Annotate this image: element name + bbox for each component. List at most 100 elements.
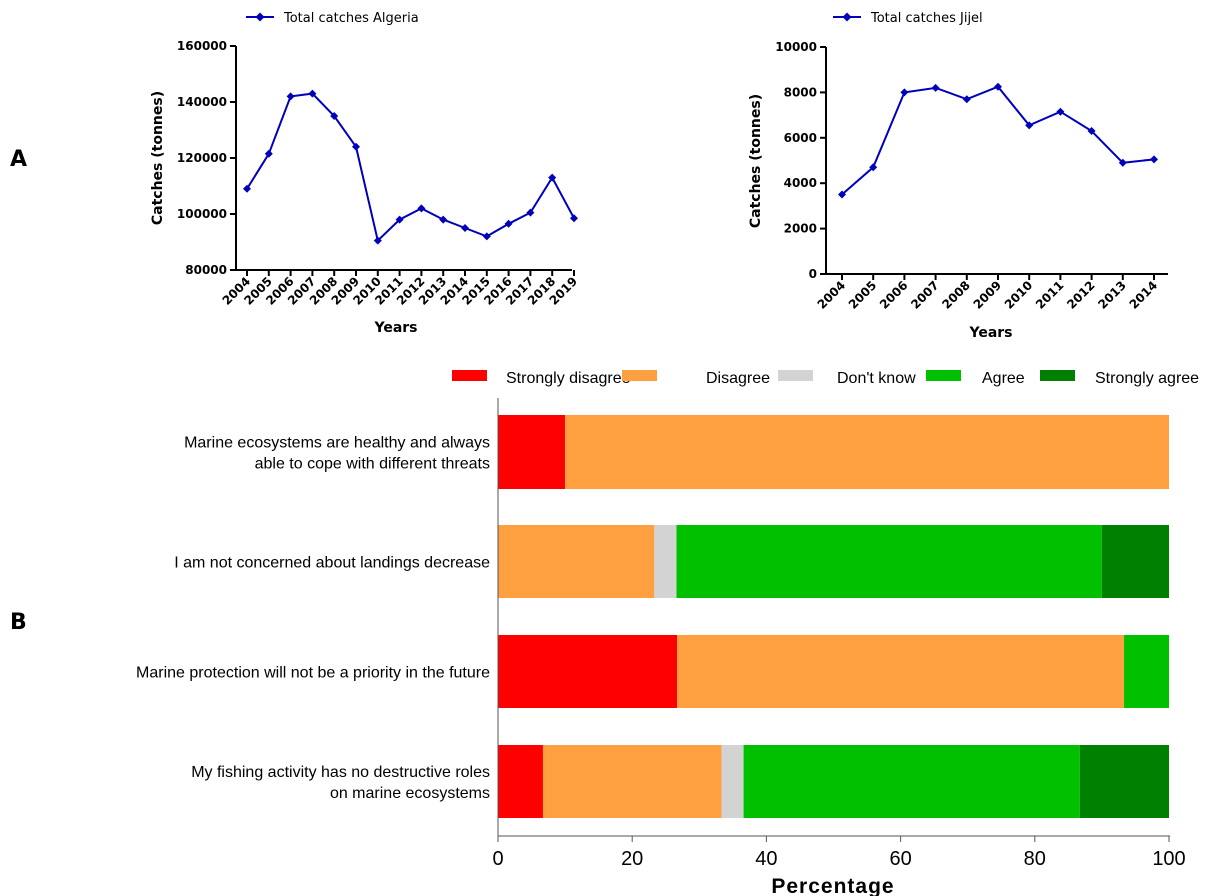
algeria-data-point (286, 92, 295, 101)
algeria-data-point (264, 149, 273, 158)
jijel-y-tick-label: 0 (809, 267, 817, 281)
jijel-x-tick-label: 2014 (1127, 278, 1161, 312)
jijel-legend-text: Total catches Jijel (870, 11, 983, 26)
jijel-y-tick-label: 8000 (784, 85, 817, 99)
jijel-x-tick-label: 2008 (939, 278, 973, 312)
jijel-y-tick-label: 2000 (784, 222, 817, 236)
bar-segment (743, 745, 1080, 818)
algeria-y-tick-label: 80000 (185, 263, 227, 277)
category-label: on marine ecosystems (330, 785, 490, 802)
algeria-data-point (570, 214, 578, 223)
legend-label: Agree (982, 370, 1025, 387)
jijel-data-point (1056, 107, 1065, 116)
algeria-series-line (246, 92, 575, 243)
algeria-data-point (439, 215, 448, 224)
jijel-x-tick-label: 2006 (877, 278, 911, 312)
algeria-data-point (308, 89, 317, 98)
legend-swatch-3 (778, 370, 813, 381)
bar-segment (542, 745, 722, 818)
legend-swatch-1 (452, 370, 487, 381)
jijel-x-tick-label: 2009 (971, 278, 1005, 312)
jijel-data-point (962, 95, 971, 104)
bar-segment (498, 635, 678, 708)
algeria-y-tick-label: 100000 (177, 207, 227, 221)
algeria-data-point (504, 219, 513, 228)
jijel-data-point (931, 83, 940, 92)
jijel-y-tick-label: 4000 (784, 176, 817, 190)
jijel-x-tick-label: 2005 (846, 278, 880, 312)
algeria-y-tick-label: 140000 (177, 95, 227, 109)
x-tick-label: 60 (889, 848, 911, 870)
jijel-data-point (838, 190, 846, 199)
jijel-y-tick-label: 6000 (784, 131, 817, 145)
jijel-x-tick-label: 2004 (815, 278, 849, 312)
bar-segment (654, 525, 677, 598)
bar-segment (498, 525, 655, 598)
jijel-x-tick-label: 2007 (908, 278, 942, 312)
panel-label-a: A (10, 147, 27, 172)
legend-swatch-2 (622, 370, 657, 381)
jijel-legend-marker (842, 12, 852, 22)
algeria-data-point (330, 112, 339, 120)
jijel-data-point (1025, 121, 1034, 130)
algeria-data-point (243, 184, 251, 193)
jijel-y-tick-label: 10000 (775, 40, 817, 54)
algeria-data-point (461, 224, 469, 232)
algeria-data-point (548, 173, 557, 182)
legend-label: Disagree (706, 370, 770, 387)
algeria-data-point (482, 232, 491, 241)
category-label: able to cope with different threats (255, 456, 490, 473)
jijel-x-axis-title: Years (968, 325, 1012, 341)
bar-segment (677, 635, 1125, 708)
algeria-y-tick-label: 120000 (177, 151, 227, 165)
chart-jijel: Total catches Jijel 0 2000 4000 6000 8000 1000… (748, 11, 1168, 341)
jijel-x-tick-label: 2013 (1095, 278, 1129, 312)
category-label: I am not concerned about landings decrea… (174, 555, 490, 572)
bar-segment (721, 745, 744, 818)
jijel-data-point (994, 82, 1002, 91)
category-label: My fishing activity has no destructive r… (191, 764, 490, 781)
algeria-legend-marker (255, 12, 265, 22)
jijel-series-line (841, 85, 1155, 196)
category-label: Marine protection will not be a priority… (136, 665, 490, 682)
legend-swatch-4 (926, 370, 961, 381)
jijel-data-point (869, 163, 878, 172)
bar-segment (676, 525, 1102, 598)
category-label: Marine ecosystems are healthy and always (184, 435, 490, 452)
panel-label-b: B (10, 610, 27, 635)
jijel-x-tick-label: 2010 (1002, 278, 1036, 312)
x-tick-label: 0 (492, 848, 503, 870)
bar-segment (1101, 525, 1169, 598)
x-tick-label: 40 (755, 848, 777, 870)
bar-segment (1079, 745, 1169, 818)
algeria-y-axis-title: Catches (tonnes) (150, 91, 166, 225)
chart-algeria: Total catches Algeria 80000 100000 120000 14… (150, 11, 580, 336)
jijel-data-point (1118, 158, 1127, 167)
jijel-y-axis-title: Catches (tonnes) (748, 94, 764, 228)
algeria-data-point (395, 215, 404, 224)
bar-segment (565, 415, 1169, 489)
bar-segment (1124, 635, 1169, 708)
jijel-data-point (1150, 155, 1158, 164)
x-tick-label: 20 (621, 848, 643, 870)
legend-swatch-5 (1040, 370, 1075, 381)
x-tick-label: 100 (1152, 848, 1185, 870)
jijel-data-point (900, 88, 909, 97)
x-axis-title: Percentage (771, 875, 894, 896)
legend-label: Strongly agree (1095, 370, 1199, 387)
chart-survey: Strongly disagree Disagree Don't know Agree… (136, 370, 1199, 896)
jijel-x-tick-label: 2011 (1033, 278, 1067, 312)
legend-label: Don't know (837, 370, 916, 387)
jijel-x-tick-label: 2012 (1064, 278, 1098, 312)
algeria-legend-text: Total catches Algeria (283, 11, 419, 26)
algeria-data-point (373, 236, 382, 245)
bar-segment (498, 745, 543, 818)
algeria-data-point (526, 208, 535, 217)
algeria-data-point (352, 142, 360, 151)
jijel-data-point (1087, 126, 1096, 135)
algeria-y-tick-label: 160000 (177, 39, 227, 53)
x-tick-label: 80 (1024, 848, 1046, 870)
legend-label: Strongly disagree (506, 370, 631, 387)
algeria-x-axis-title: Years (373, 320, 417, 336)
